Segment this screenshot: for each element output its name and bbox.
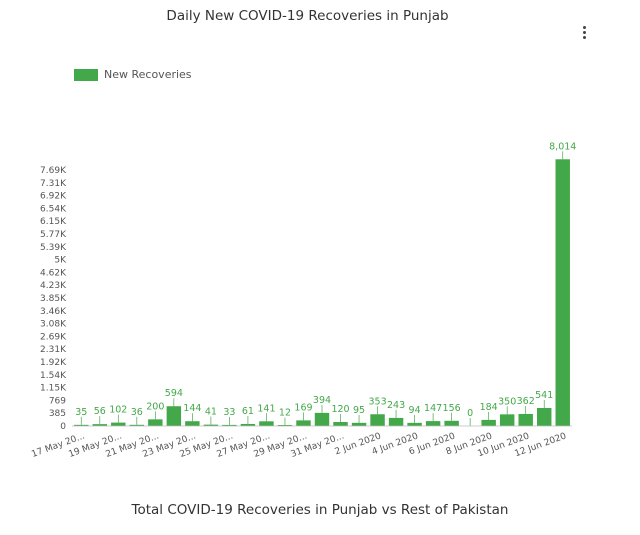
data-label: 362 <box>517 396 535 407</box>
data-label: 56 <box>94 406 106 417</box>
bar <box>166 406 182 426</box>
bar <box>92 424 107 426</box>
legend-swatch <box>74 68 98 81</box>
y-tick-label: 6.15K <box>40 217 67 227</box>
next-chart-title: Total COVID-19 Recoveries in Punjab vs R… <box>131 502 509 518</box>
data-label: 144 <box>183 403 201 414</box>
y-tick-label: 5.77K <box>40 230 67 240</box>
data-label: 594 <box>165 388 183 399</box>
y-tick-label: 6.92K <box>40 192 67 202</box>
y-tick-label: 1.15K <box>40 384 67 394</box>
y-tick-label: 2.31K <box>40 345 67 355</box>
data-label: 36 <box>131 407 143 418</box>
bar-chart: 0 385 769 1.15K 1.54K 1.92K 2.31K 2.69K 3.08K 3.4… <box>30 141 576 460</box>
data-label: 541 <box>535 390 553 401</box>
y-tick-label: 5.39K <box>40 243 67 253</box>
data-label: 120 <box>331 404 349 415</box>
y-tick-label: 7.69K <box>40 166 67 176</box>
bar <box>388 417 404 426</box>
y-tick-label: 5K <box>54 256 67 266</box>
data-label: 8,014 <box>549 141 576 152</box>
bar <box>259 421 274 426</box>
bar <box>129 424 145 426</box>
y-tick-label: 385 <box>49 409 66 419</box>
bar <box>333 422 348 426</box>
bar <box>481 419 496 426</box>
y-tick-label: 3.08K <box>40 320 67 330</box>
y-tick-label: 769 <box>49 396 66 406</box>
y-tick-label: 3.46K <box>40 307 67 317</box>
bar <box>518 413 533 426</box>
bar <box>370 414 385 426</box>
data-label: 33 <box>223 407 235 418</box>
bar <box>407 422 422 426</box>
y-tick-label: 3.85K <box>40 294 67 304</box>
bar <box>351 422 367 426</box>
data-label: 243 <box>387 400 405 411</box>
data-label: 102 <box>109 405 127 416</box>
data-label: 61 <box>242 406 254 417</box>
bar <box>111 422 126 426</box>
y-tick-label: 6.54K <box>40 204 67 214</box>
bar <box>185 421 200 426</box>
y-tick-label: 0 <box>60 422 66 432</box>
data-label: 0 <box>467 408 473 419</box>
y-tick-label: 1.54K <box>40 371 67 381</box>
bar <box>296 420 311 426</box>
data-label: 141 <box>257 403 275 414</box>
bar <box>425 421 441 426</box>
data-label: 35 <box>75 407 87 418</box>
bar <box>444 420 459 426</box>
bar <box>222 424 237 426</box>
data-label: 353 <box>368 396 386 407</box>
bar <box>537 407 552 426</box>
more-vert-icon[interactable] <box>578 22 592 42</box>
y-tick-label: 4.62K <box>40 268 67 278</box>
data-label: 95 <box>353 405 365 416</box>
bar <box>203 424 219 426</box>
y-tick-label: 7.31K <box>40 179 67 189</box>
data-label: 41 <box>205 407 217 418</box>
data-label: 200 <box>146 401 164 412</box>
y-tick-label: 4.23K <box>40 281 67 291</box>
data-label: 184 <box>480 402 498 413</box>
y-tick-label: 1.92K <box>40 358 67 368</box>
bar <box>240 423 256 426</box>
bar <box>499 414 515 426</box>
chart-title: Daily New COVID-19 Recoveries in Punjab <box>166 8 449 24</box>
data-label: 169 <box>294 402 312 413</box>
legend-label: New Recoveries <box>104 68 192 81</box>
y-tick-label: 2.69K <box>40 332 67 342</box>
data-label: 156 <box>443 403 461 414</box>
data-label: 350 <box>498 396 516 407</box>
data-label: 394 <box>313 395 331 406</box>
data-label: 147 <box>424 403 442 414</box>
chart-legend: New Recoveries <box>74 68 192 81</box>
data-label: 94 <box>409 405 421 416</box>
data-label: 12 <box>279 408 291 419</box>
bar <box>74 424 89 426</box>
bar <box>277 425 293 426</box>
bar <box>555 159 570 426</box>
bar <box>314 412 330 426</box>
bar <box>148 419 163 426</box>
